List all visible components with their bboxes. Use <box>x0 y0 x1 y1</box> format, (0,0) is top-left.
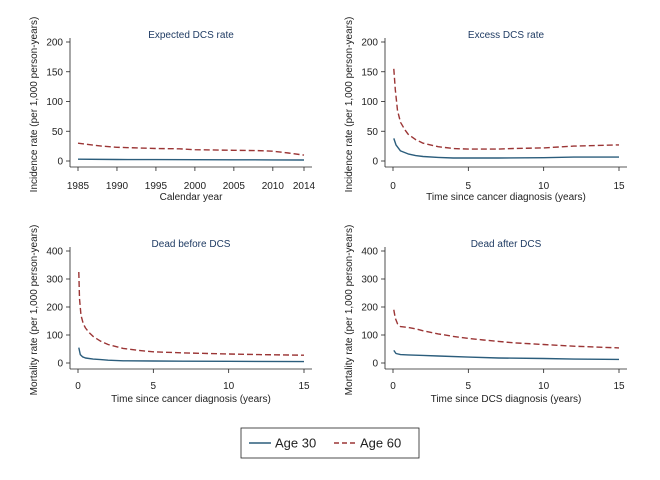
series-line-age-30 <box>393 138 619 159</box>
y-tick-label: 300 <box>361 275 378 286</box>
y-tick-label: 300 <box>46 275 63 286</box>
series-line-age-60 <box>393 309 620 349</box>
y-tick-label: 100 <box>46 331 63 342</box>
chart-panel-4: Dead after DCS 0 100 200 300 400 0 5 10 15 Time si… <box>344 225 627 405</box>
series-line-age-60 <box>78 271 305 356</box>
legend-label-age-30: Age 30 <box>275 436 316 451</box>
x-tick-label: 2000 <box>184 181 207 192</box>
y-axis-label: Mortality rate (per 1,000 person-years) <box>29 225 40 396</box>
y-tick-label: 100 <box>361 97 378 108</box>
legend: Age 30 Age 60 <box>240 427 420 459</box>
y-tick-label: 200 <box>361 303 378 314</box>
y-tick-label: 400 <box>361 247 378 258</box>
x-tick-label: 10 <box>538 381 550 392</box>
y-tick-label: 0 <box>372 359 378 370</box>
y-axis-label: Mortality rate (per 1,000 person-years) <box>344 225 355 396</box>
x-tick-label: 5 <box>466 181 472 192</box>
x-tick-label: 0 <box>390 181 396 192</box>
x-axis-label: Time since DCS diagnosis (years) <box>431 394 582 405</box>
series-line-age-60 <box>77 142 305 156</box>
x-tick-label: 0 <box>75 381 81 392</box>
y-tick-label: 50 <box>52 127 64 138</box>
x-tick-label: 2005 <box>223 181 246 192</box>
y-tick-label: 200 <box>361 38 378 49</box>
x-axis-label: Calendar year <box>160 192 223 203</box>
x-axis-label: Time since cancer diagnosis (years) <box>426 192 586 203</box>
panel-title: Dead before DCS <box>152 239 231 250</box>
x-tick-label: 1990 <box>106 181 129 192</box>
x-axis-label: Time since cancer diagnosis (years) <box>111 394 271 405</box>
y-tick-label: 200 <box>46 303 63 314</box>
chart-panel-2: Excess DCS rate 0 50 100 150 200 0 5 10 15 Time si… <box>344 17 627 203</box>
series-line-age-30 <box>78 347 305 363</box>
y-tick-label: 150 <box>361 67 378 78</box>
series-line-age-30 <box>393 349 620 361</box>
chart-panel-1: Expected DCS rate 0 50 100 150 200 1985 1990 199… <box>29 17 316 203</box>
x-tick-label: 1985 <box>67 181 90 192</box>
x-tick-label: 1995 <box>145 181 168 192</box>
x-tick-label: 2014 <box>293 181 316 192</box>
legend-label-age-60: Age 60 <box>360 436 401 451</box>
x-tick-label: 5 <box>151 381 157 392</box>
y-axis-label: Incidence rate (per 1,000 person-years) <box>344 17 355 193</box>
y-axis-label: Incidence rate (per 1,000 person-years) <box>29 17 40 193</box>
panel-title: Excess DCS rate <box>468 30 545 41</box>
series-line-age-30 <box>77 158 305 161</box>
panel-title: Expected DCS rate <box>148 30 234 41</box>
y-tick-label: 0 <box>372 157 378 168</box>
chart-panel-3: Dead before DCS 0 100 200 300 400 0 5 10 15 Time s… <box>29 225 312 405</box>
x-tick-label: 15 <box>298 381 310 392</box>
x-tick-label: 15 <box>613 381 625 392</box>
y-tick-label: 50 <box>367 127 379 138</box>
y-tick-label: 100 <box>361 331 378 342</box>
panel-title: Dead after DCS <box>471 239 542 250</box>
series-line-age-60 <box>393 68 620 150</box>
x-tick-label: 10 <box>223 381 235 392</box>
x-tick-label: 15 <box>613 181 625 192</box>
y-tick-label: 100 <box>46 97 63 108</box>
x-tick-label: 10 <box>538 181 550 192</box>
y-tick-label: 200 <box>46 38 63 49</box>
x-tick-label: 5 <box>466 381 472 392</box>
y-tick-label: 0 <box>57 359 63 370</box>
x-tick-label: 0 <box>390 381 396 392</box>
x-tick-label: 2010 <box>262 181 285 192</box>
y-tick-label: 0 <box>57 157 63 168</box>
y-tick-label: 150 <box>46 67 63 78</box>
y-tick-label: 400 <box>46 247 63 258</box>
